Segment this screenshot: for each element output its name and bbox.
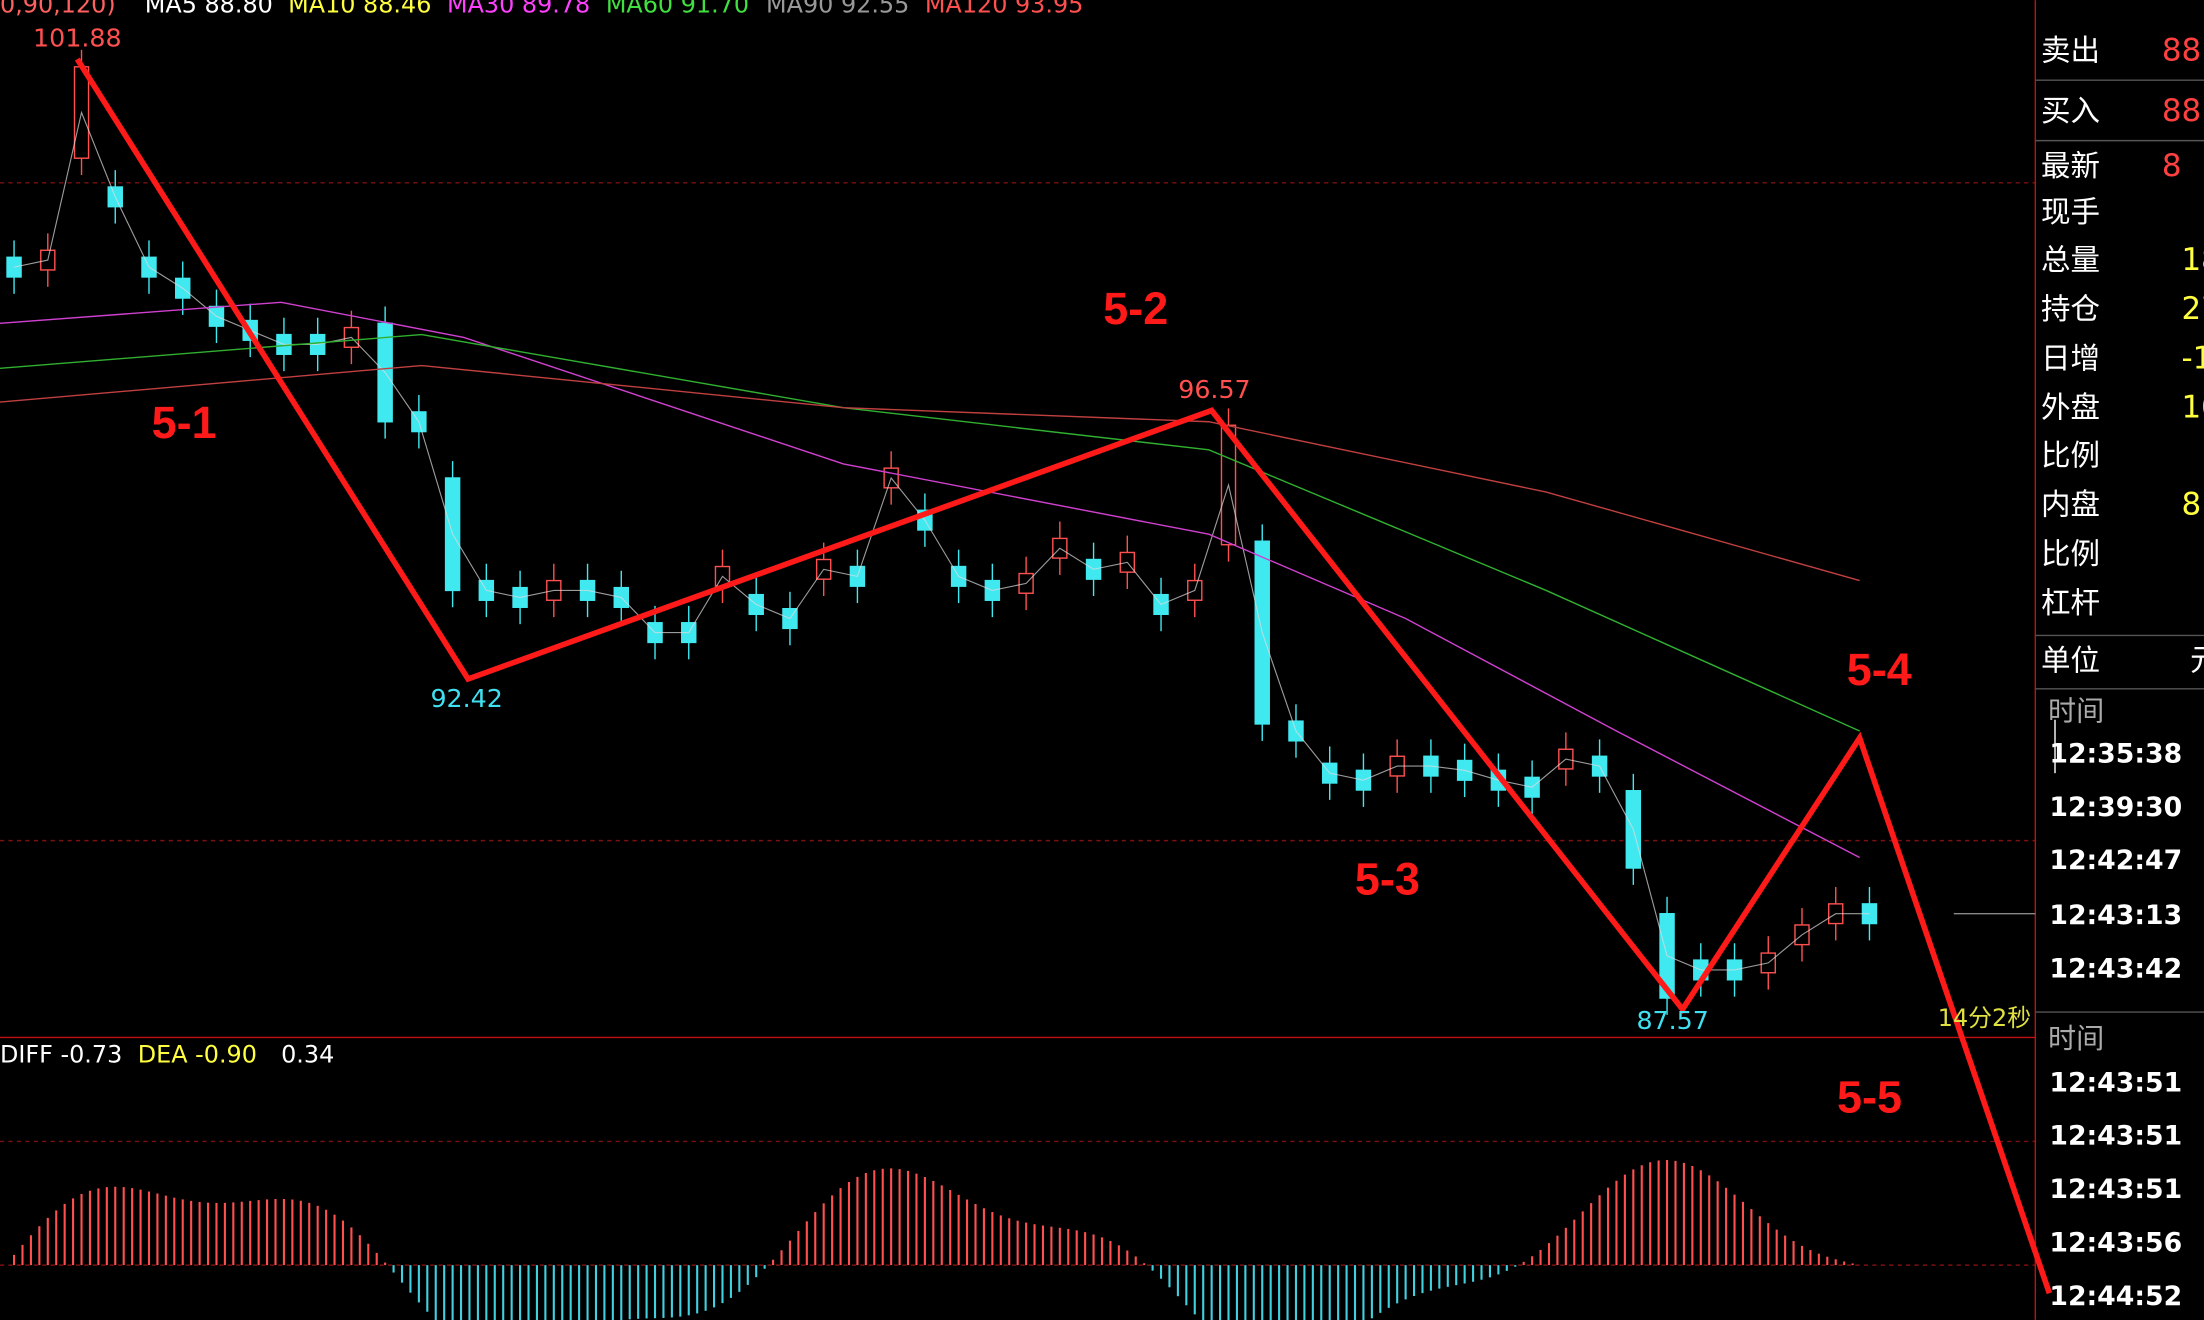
price-label: 87.57 bbox=[1636, 1006, 1708, 1035]
quote-label: 外盘 bbox=[2041, 391, 2100, 425]
quote-value: 8 bbox=[2162, 148, 2182, 184]
unit-label: 单位 bbox=[2041, 644, 2100, 678]
legend-item: MA5 88.80 bbox=[145, 0, 273, 19]
legend-item: 0,90,120) bbox=[0, 0, 116, 19]
price-label: 92.42 bbox=[430, 684, 502, 713]
quote-value: 8 bbox=[2182, 487, 2202, 523]
quote-label: 卖出 bbox=[2041, 34, 2100, 68]
annotation: 5-2 bbox=[1103, 283, 1168, 334]
tick-time: 12:35:38 bbox=[2049, 738, 2182, 769]
ma-line bbox=[0, 364, 1860, 582]
tick-time: 12:44:52 bbox=[2049, 1281, 2182, 1312]
macd-dea: DEA -0.90 bbox=[138, 1041, 257, 1069]
legend-item: MA30 89.78 bbox=[447, 0, 590, 19]
tick-time: 12:43:42 bbox=[2049, 953, 2182, 984]
legend: 0,90,120) MA5 88.80 MA10 88.46 MA30 89.7… bbox=[0, 0, 1083, 19]
annotation: 5-1 bbox=[152, 397, 217, 448]
timer: 14分2秒 bbox=[1938, 1004, 2031, 1032]
annotation: 5-3 bbox=[1355, 854, 1420, 905]
tick-time: 12:43:51 bbox=[2049, 1174, 2182, 1205]
tick-time: 12:39:30 bbox=[2049, 792, 2182, 823]
quote-value: 88 bbox=[2162, 93, 2201, 129]
zigzag bbox=[74, 57, 2053, 1295]
legend-item: MA60 91.70 bbox=[606, 0, 749, 19]
candles bbox=[0, 49, 1878, 1015]
tick-time: 12:43:13 bbox=[2049, 900, 2182, 931]
macd-value: 0.34 bbox=[281, 1041, 334, 1069]
tick-time: 12:43:56 bbox=[2049, 1228, 2182, 1259]
quote-value: 18 bbox=[2182, 242, 2204, 278]
quote-label: 总量 bbox=[2041, 243, 2100, 277]
quote-label: 日增 bbox=[2041, 341, 2100, 375]
quote-label: 杠杆 bbox=[2041, 586, 2100, 620]
macd-diff: DIFF -0.73 bbox=[0, 1041, 122, 1069]
quote-value: 88 bbox=[2162, 33, 2201, 69]
ticks-header: 时间 bbox=[2048, 1022, 2104, 1055]
tick-time: 12:42:47 bbox=[2049, 845, 2182, 876]
tick-list: 12:35:38 12:39:30 12:42:47 12:43:13 12:43:42… bbox=[2049, 738, 2182, 1312]
quote-value: 272 bbox=[2182, 291, 2204, 327]
quote-value: 10 bbox=[2182, 390, 2204, 426]
quote-label: 比例 bbox=[2041, 537, 2100, 571]
ma-line bbox=[0, 301, 1860, 859]
annotation: 5-5 bbox=[1837, 1072, 1902, 1123]
quote-label: 最新 bbox=[2041, 149, 2100, 183]
quote-label: 现手 bbox=[2041, 195, 2100, 229]
quote-label: 内盘 bbox=[2041, 488, 2100, 522]
price-label: 96.57 bbox=[1178, 375, 1250, 404]
quote-value: -1 bbox=[2182, 340, 2204, 376]
price-label: 101.88 bbox=[33, 23, 122, 52]
quote-label: 比例 bbox=[2041, 438, 2100, 472]
quote-panel: 卖出88买入88最新8现手总量18持仓272日增-1外盘10比例内盘8比例杠杆 bbox=[2035, 33, 2204, 620]
unit-value: 元 bbox=[2190, 643, 2204, 679]
legend-item: MA10 88.46 bbox=[288, 0, 431, 19]
legend-item: MA90 92.55 bbox=[766, 0, 909, 19]
legend-item: MA120 93.95 bbox=[925, 0, 1083, 19]
quote-label: 持仓 bbox=[2041, 292, 2100, 326]
macd-bars bbox=[13, 1160, 1854, 1320]
ticks-header: 时间 bbox=[2048, 695, 2104, 728]
ma-line bbox=[0, 333, 1860, 732]
annotation: 5-4 bbox=[1847, 644, 1912, 695]
ma-line bbox=[13, 110, 1870, 971]
tick-time: 12:43:51 bbox=[2049, 1067, 2182, 1098]
tick-time: 12:43:51 bbox=[2049, 1121, 2182, 1152]
quote-label: 买入 bbox=[2041, 94, 2100, 128]
